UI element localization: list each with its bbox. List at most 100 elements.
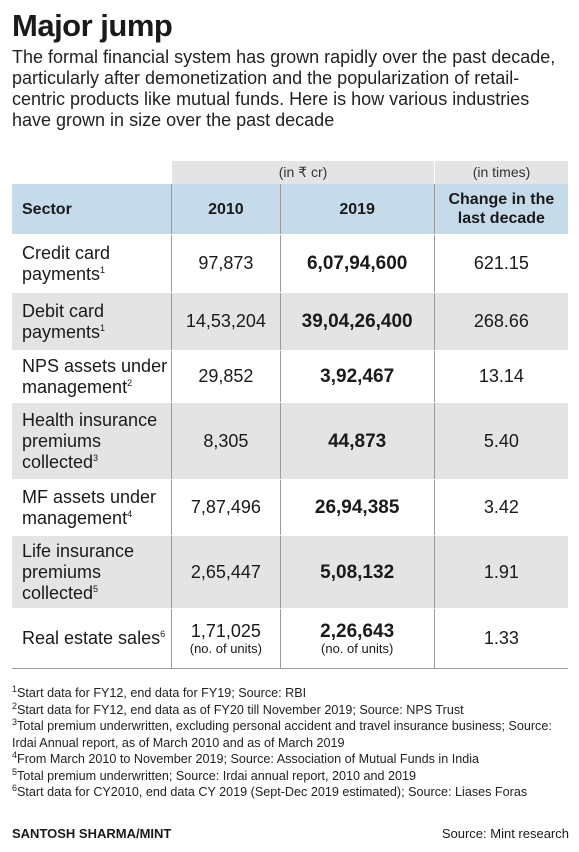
table-row: Debit card payments1 14,53,204 39,04,26,40…: [12, 292, 568, 350]
footnote-number: 4: [12, 749, 18, 760]
header-sector: Sector: [22, 200, 72, 218]
footnote-number: 3: [12, 716, 18, 727]
value-2010-cell: 2,65,447: [171, 536, 279, 608]
footnote: 6Start data for CY2010, end data CY 2019…: [12, 782, 572, 801]
footnote: 4From March 2010 to November 2019; Sourc…: [12, 749, 572, 768]
sector-cell: Real estate sales6: [12, 609, 171, 668]
table-row: Health insurance premiums collected3 8,30…: [12, 402, 568, 479]
footnote: 5Total premium underwritten; Source: Ird…: [12, 766, 572, 785]
sector-cell: MF assets under management4: [12, 480, 171, 535]
value-2019: 5,08,132: [320, 561, 395, 583]
footnote-marker: 2: [127, 377, 133, 388]
value-2010-cell: 7,87,496: [171, 480, 279, 535]
source-line: Source: Mint research: [441, 826, 569, 841]
value-2019: 6,07,94,600: [306, 253, 408, 274]
credit-line: SANTOSH SHARMA/MINT: [12, 826, 172, 841]
footnote-marker: 1: [100, 264, 106, 275]
table-bottom-rule: [12, 668, 568, 669]
data-table: (in ₹ cr) (in times) Sector 2010 2019 Ch…: [12, 161, 568, 669]
change-cell: 1.91: [433, 536, 568, 608]
value-2010-cell: 97,873: [171, 235, 279, 292]
value-unit-label: (in ₹ cr): [278, 164, 328, 180]
table-header: Sector 2010 2019 Change in the last deca…: [12, 184, 568, 234]
footnote-number: 1: [12, 683, 18, 694]
change-cell: 268.66: [433, 293, 568, 350]
footnote-marker: 4: [127, 508, 133, 519]
sector-cell: NPS assets under management2: [12, 351, 171, 402]
sector-name: Health insurance premiums collected: [22, 409, 158, 472]
value-2010: 7,87,496: [190, 497, 261, 517]
footnote-number: 6: [12, 782, 18, 793]
footnote-number: 2: [12, 700, 18, 711]
sector-name: NPS assets under management: [22, 355, 168, 397]
sector-name: Real estate sales: [22, 628, 161, 648]
change-cell: 1.33: [433, 609, 568, 668]
table-row: Credit card payments1 97,873 6,07,94,600 62…: [12, 234, 568, 292]
value-2010-cell: 1,71,025 (no. of units): [171, 609, 279, 668]
footnote-number: 5: [12, 766, 18, 777]
sector-name: Debit card payments: [22, 300, 105, 342]
footnote-marker: 6: [160, 629, 166, 639]
value-2019: 3,92,467: [320, 366, 395, 387]
value-2010: 8,305: [203, 430, 249, 451]
value-2010: 14,53,204: [185, 311, 266, 331]
chart-title: Major jump: [12, 8, 173, 43]
value-2019-cell: 5,08,132: [279, 536, 434, 608]
sector-cell: Health insurance premiums collected3: [12, 403, 171, 479]
footnote-text: Total premium underwritten, excluding pe…: [12, 719, 552, 750]
value-2019: 26,94,385: [314, 497, 400, 518]
value-2010: 29,852: [198, 366, 254, 386]
footnote-text: From March 2010 to November 2019; Source…: [17, 752, 480, 766]
change-cell: 3.42: [433, 480, 568, 535]
footnote: 3Total premium underwritten, excluding p…: [12, 716, 572, 751]
value-2010: 1,71,025: [190, 621, 261, 641]
sector-name: Life insurance premiums collected: [22, 540, 135, 603]
unit-bg-values: [172, 161, 434, 184]
change-cell: 5.40: [433, 403, 568, 479]
value-2019-cell: 3,92,467: [279, 351, 434, 402]
value-2019: 39,04,26,400: [301, 311, 413, 332]
value-2010-note: (no. of units): [189, 641, 262, 656]
unit-bg-change: [435, 161, 568, 184]
footnote: 2Start data for FY12, end data as of FY2…: [12, 700, 572, 719]
footnote-text: Start data for CY2010, end data CY 2019 …: [17, 785, 528, 799]
header-2010: 2010: [171, 184, 279, 234]
value-2019: 2,26,643: [320, 621, 395, 642]
chart-subtitle: The formal financial system has grown ra…: [12, 47, 556, 130]
sector-cell: Credit card payments1: [12, 235, 171, 292]
table-row: Life insurance premiums collected5 2,65,4…: [12, 535, 568, 608]
header-change: Change in the last decade: [433, 184, 568, 234]
value-2010: 2,65,447: [190, 561, 261, 582]
change-cell: 621.15: [433, 235, 568, 292]
footnote: 1Start data for FY12, end data for FY19;…: [12, 683, 572, 702]
footnote-marker: 5: [93, 583, 99, 594]
value-2019-cell: 2,26,643 (no. of units): [279, 609, 434, 668]
table-row: NPS assets under management2 29,852 3,92,4…: [12, 350, 568, 402]
table-row: MF assets under management4 7,87,496 26,94…: [12, 479, 568, 535]
value-2019-cell: 44,873: [279, 403, 434, 479]
value-2010-cell: 29,852: [171, 351, 279, 402]
table-body: Credit card payments1 97,873 6,07,94,600 62…: [12, 234, 568, 668]
table-row: Real estate sales6 1,71,025 (no. of units)…: [12, 608, 568, 668]
value-2019-note: (no. of units): [321, 641, 394, 656]
value-2010-cell: 14,53,204: [171, 293, 279, 350]
value-2019-cell: 6,07,94,600: [279, 235, 434, 292]
sector-name: Credit card payments: [22, 242, 111, 284]
footnote-text: Start data for FY12, end data as of FY20…: [17, 702, 464, 717]
header-2019: 2019: [279, 184, 434, 234]
unit-row: (in ₹ cr) (in times): [12, 161, 568, 184]
footnote-marker: 3: [93, 452, 99, 463]
value-2010: 97,873: [198, 253, 254, 273]
value-2010-cell: 8,305: [171, 403, 279, 479]
sector-cell: Debit card payments1: [12, 293, 171, 350]
change-unit-label: (in times): [472, 164, 531, 180]
footnote-text: Start data for FY12, end data for FY19; …: [17, 686, 307, 700]
footnotes: 1Start data for FY12, end data for FY19;…: [12, 683, 572, 801]
change-cell: 13.14: [433, 351, 568, 402]
sector-name: MF assets under management: [22, 486, 157, 528]
footnote-marker: 1: [100, 322, 106, 333]
value-2019: 44,873: [328, 430, 387, 452]
footnote-text: Total premium underwritten; Source: Irda…: [17, 768, 417, 783]
sector-cell: Life insurance premiums collected5: [12, 536, 171, 608]
value-2019-cell: 39,04,26,400: [279, 293, 434, 350]
